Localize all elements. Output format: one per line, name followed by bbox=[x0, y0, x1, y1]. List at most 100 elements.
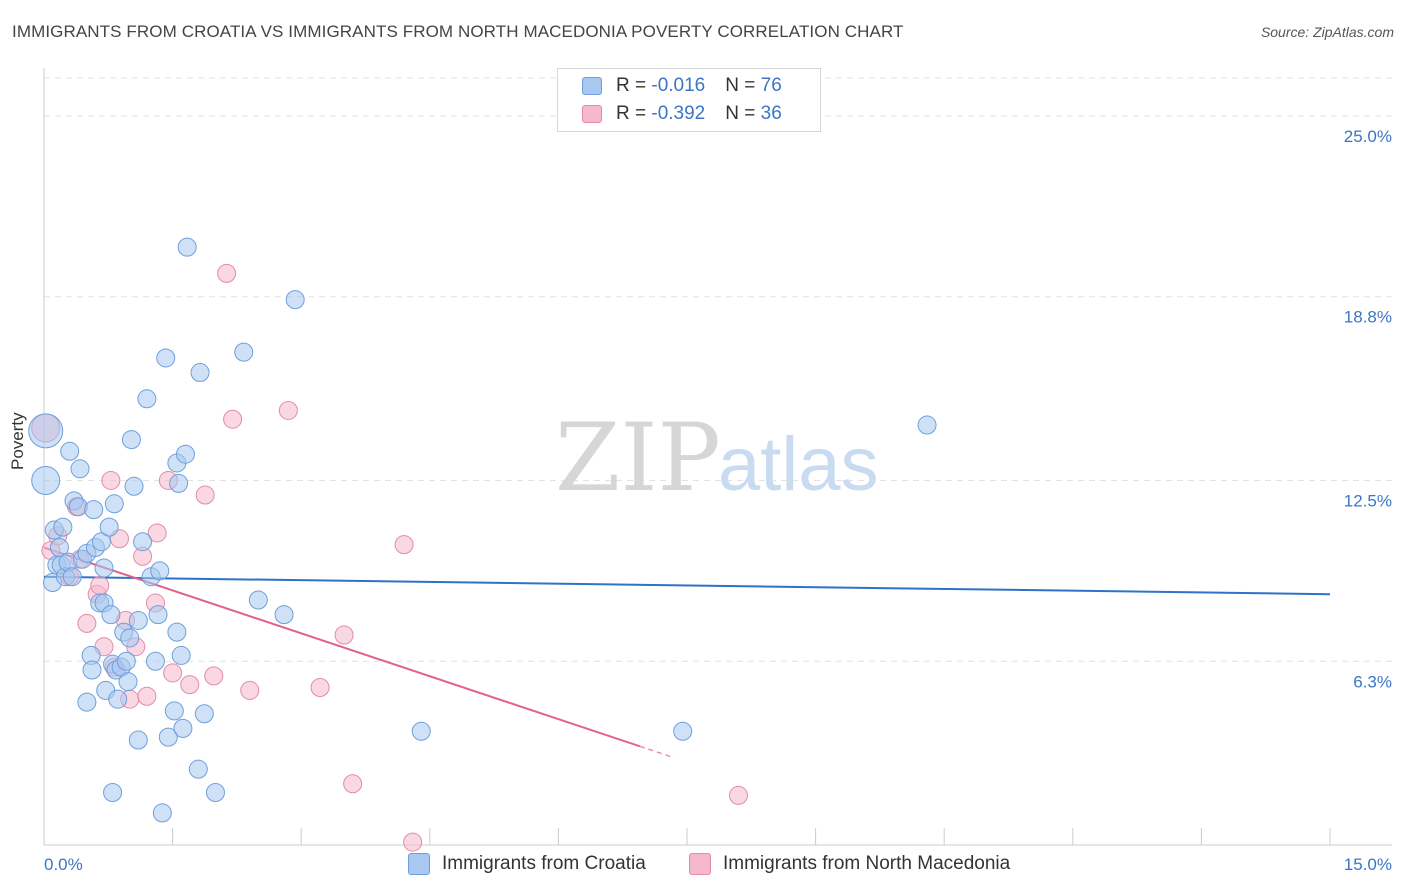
croatia-point bbox=[285, 290, 305, 310]
croatia-point bbox=[148, 605, 168, 625]
croatia-point bbox=[60, 441, 80, 461]
croatia-point bbox=[101, 605, 121, 625]
croatia-point bbox=[133, 532, 153, 552]
croatia-point bbox=[128, 730, 148, 750]
croatia-point bbox=[121, 430, 141, 450]
stats-legend: R = -0.016 N = 76 R = -0.392 N = 36 bbox=[557, 68, 821, 132]
croatia-point bbox=[917, 415, 937, 435]
croatia-point bbox=[205, 783, 225, 803]
croatia-point bbox=[156, 348, 176, 368]
tick-label-layer: 6.3% 12.5% 18.8% 25.0% 0.0% 15.0% bbox=[44, 127, 1392, 874]
croatia-point bbox=[411, 721, 431, 741]
macedonia-legend-swatch bbox=[689, 853, 711, 875]
x-tick-label: 0.0% bbox=[44, 855, 83, 874]
croatia-point bbox=[145, 651, 165, 671]
macedonia-point bbox=[223, 409, 243, 429]
croatia-point bbox=[167, 622, 187, 642]
croatia-point bbox=[82, 660, 102, 680]
croatia-point bbox=[673, 721, 693, 741]
points-layer bbox=[28, 237, 937, 852]
croatia-r-label: R = bbox=[616, 75, 652, 96]
croatia-point bbox=[94, 558, 114, 578]
macedonia-r-label: R = bbox=[616, 103, 652, 124]
croatia-point bbox=[108, 689, 128, 709]
macedonia-point bbox=[195, 485, 215, 505]
macedonia-point bbox=[147, 523, 167, 543]
croatia-point bbox=[91, 532, 111, 552]
macedonia-point bbox=[240, 680, 260, 700]
croatia-point bbox=[169, 473, 189, 493]
croatia-point bbox=[188, 759, 208, 779]
croatia-legend-swatch bbox=[408, 853, 430, 875]
croatia-point bbox=[194, 704, 214, 724]
croatia-point bbox=[118, 672, 138, 692]
macedonia-point bbox=[90, 575, 110, 595]
croatia-point bbox=[104, 494, 124, 514]
croatia-point bbox=[62, 567, 82, 587]
croatia-point bbox=[234, 342, 254, 362]
croatia-legend-label: Immigrants from Croatia bbox=[442, 853, 646, 874]
croatia-point bbox=[70, 459, 90, 479]
croatia-point bbox=[31, 465, 61, 495]
croatia-point bbox=[77, 692, 97, 712]
croatia-point bbox=[171, 645, 191, 665]
macedonia-n-value: 36 bbox=[760, 103, 782, 124]
macedonia-r-value: -0.392 bbox=[651, 103, 706, 124]
croatia-point bbox=[190, 363, 210, 383]
macedonia-point bbox=[217, 263, 237, 283]
croatia-n-value: 76 bbox=[760, 75, 782, 96]
y-axis-label: Poverty bbox=[8, 412, 27, 470]
croatia-point bbox=[150, 561, 170, 581]
macedonia-n-label: N = bbox=[725, 103, 761, 124]
croatia-point bbox=[274, 605, 294, 625]
croatia-point bbox=[28, 413, 64, 449]
croatia-trend-line bbox=[43, 575, 1331, 596]
croatia-point bbox=[116, 651, 136, 671]
macedonia-point bbox=[137, 686, 157, 706]
macedonia-point bbox=[343, 774, 363, 794]
x-tick-label: 15.0% bbox=[1344, 855, 1392, 874]
macedonia-point bbox=[278, 400, 298, 420]
macedonia-point bbox=[180, 675, 200, 695]
croatia-n-label: N = bbox=[725, 75, 761, 96]
macedonia-trend-extension bbox=[639, 745, 675, 759]
croatia-point bbox=[164, 701, 184, 721]
watermark-atlas: atlas bbox=[718, 422, 879, 507]
axis-layer bbox=[43, 68, 1392, 846]
macedonia-swatch bbox=[582, 105, 602, 123]
grid-layer bbox=[44, 77, 1392, 662]
macedonia-point bbox=[334, 625, 354, 645]
croatia-point bbox=[53, 517, 73, 537]
croatia-point bbox=[137, 389, 157, 409]
croatia-point bbox=[248, 590, 268, 610]
macedonia-point bbox=[728, 785, 748, 805]
croatia-point bbox=[152, 803, 172, 823]
croatia-point bbox=[68, 497, 88, 517]
macedonia-legend-label: Immigrants from North Macedonia bbox=[723, 853, 1011, 874]
macedonia-point bbox=[101, 470, 121, 490]
croatia-point bbox=[128, 610, 148, 630]
croatia-point bbox=[103, 783, 123, 803]
legend-row-macedonia: R = -0.392 N = 36 bbox=[582, 102, 782, 126]
chart-title: IMMIGRANTS FROM CROATIA VS IMMIGRANTS FR… bbox=[12, 22, 904, 41]
watermark: ZIP atlas bbox=[555, 404, 879, 513]
macedonia-point bbox=[403, 832, 423, 852]
y-tick-label: 12.5% bbox=[1344, 491, 1392, 510]
croatia-point bbox=[173, 718, 193, 738]
croatia-r-value: -0.016 bbox=[651, 75, 706, 96]
croatia-point bbox=[177, 237, 197, 257]
croatia-point bbox=[99, 517, 119, 537]
macedonia-point bbox=[394, 535, 414, 555]
macedonia-point bbox=[163, 663, 183, 683]
source-label: Source: ZipAtlas.com bbox=[1260, 24, 1394, 40]
croatia-point bbox=[158, 727, 178, 747]
watermark-zip: ZIP bbox=[555, 404, 721, 513]
y-tick-label: 25.0% bbox=[1344, 127, 1392, 146]
croatia-swatch bbox=[582, 77, 602, 95]
croatia-point bbox=[84, 500, 104, 520]
croatia-point bbox=[175, 444, 195, 464]
y-tick-label: 18.8% bbox=[1344, 308, 1392, 327]
macedonia-point bbox=[77, 613, 97, 633]
macedonia-point bbox=[204, 666, 224, 686]
